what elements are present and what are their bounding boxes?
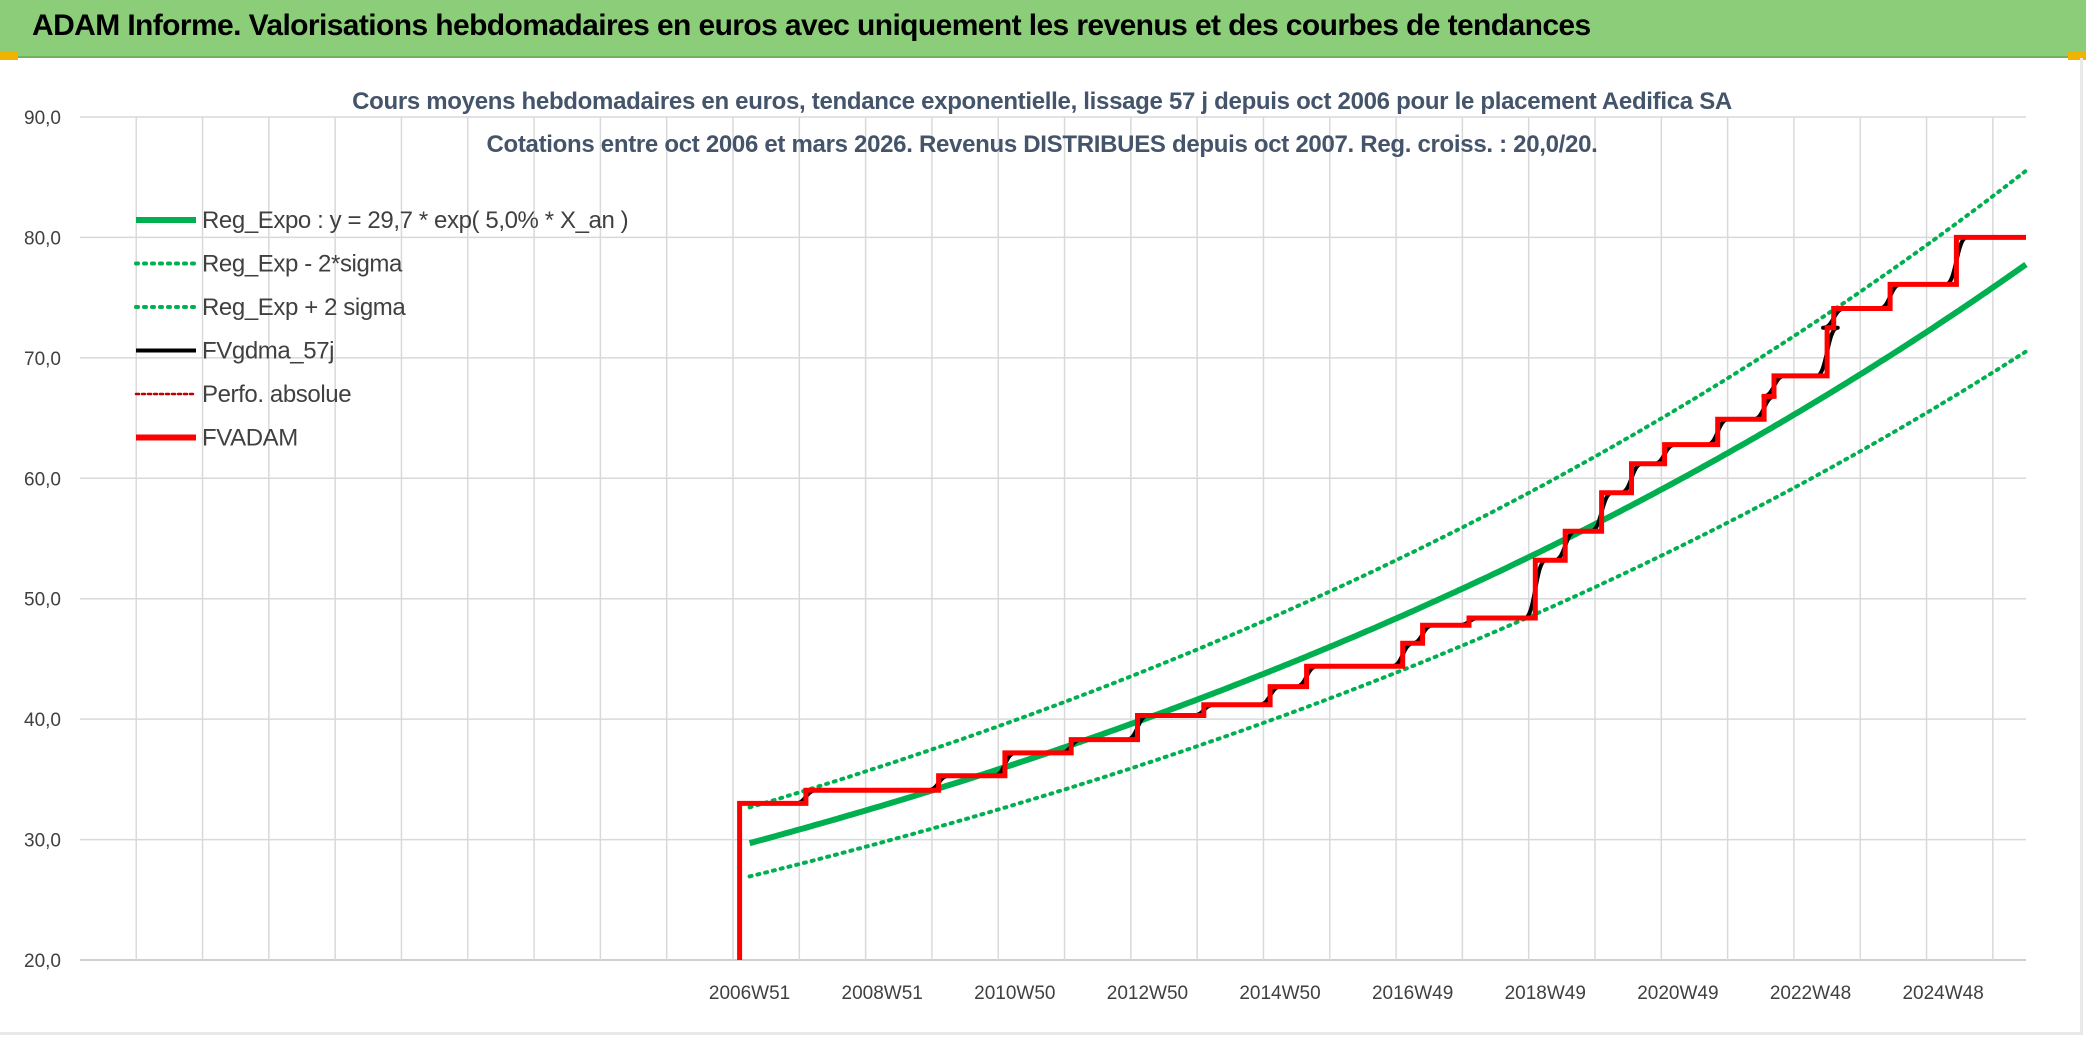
chart-frame bbox=[0, 58, 2083, 1035]
y-tick-label: 40,0 bbox=[24, 710, 61, 731]
y-tick-label: 80,0 bbox=[24, 228, 61, 249]
corner-marker-left bbox=[0, 52, 18, 60]
legend-label-5: FVADAM bbox=[202, 425, 298, 452]
chart-series bbox=[737, 168, 2028, 960]
y-tick-label: 90,0 bbox=[24, 108, 61, 129]
x-tick-label: 2022W48 bbox=[1770, 983, 1851, 1004]
report-banner: ADAM Informe. Valorisations hebdomadaire… bbox=[0, 0, 2086, 58]
legend-label-1: Reg_Exp - 2*sigma bbox=[202, 251, 403, 278]
chart-title-line-2: Cotations entre oct 2006 et mars 2026. R… bbox=[486, 131, 1597, 158]
x-tick-label: 2014W50 bbox=[1239, 983, 1320, 1004]
axis-ticks: 20,0 30,0 40,0 50,0 60,0 70,0 80,0 90,0 2006W51 2… bbox=[24, 108, 1984, 1004]
chart-grid bbox=[80, 116, 2026, 961]
chart-legend: Reg_Expo : y = 29,7 * exp( 5,0% * X_an )… bbox=[134, 207, 629, 452]
report-title: ADAM Informe. Valorisations hebdomadaire… bbox=[32, 9, 1591, 42]
x-tick-label: 2016W49 bbox=[1372, 983, 1453, 1004]
x-tick-label: 2008W51 bbox=[842, 983, 923, 1004]
reg-exp-plus-2sigma-line bbox=[747, 168, 2028, 810]
chart-title-line-1: Cours moyens hebdomadaires en euros, ten… bbox=[352, 88, 1732, 115]
fvadam-line bbox=[737, 234, 2026, 960]
legend-label-0: Reg_Expo : y = 29,7 * exp( 5,0% * X_an ) bbox=[202, 207, 628, 234]
legend-label-2: Reg_Exp + 2 sigma bbox=[202, 294, 406, 321]
x-tick-label: 2010W50 bbox=[974, 983, 1055, 1004]
x-tick-label: 2006W51 bbox=[709, 983, 790, 1004]
y-tick-label: 60,0 bbox=[24, 469, 61, 490]
y-tick-label: 50,0 bbox=[24, 590, 61, 611]
x-tick-label: 2020W49 bbox=[1637, 983, 1718, 1004]
reg-exp-minus-2sigma-line bbox=[747, 349, 2028, 879]
y-tick-label: 20,0 bbox=[24, 951, 61, 972]
x-tick-label: 2018W49 bbox=[1505, 983, 1586, 1004]
y-tick-label: 70,0 bbox=[24, 349, 61, 370]
reg-expo-line bbox=[748, 261, 2028, 847]
x-tick-label: 2012W50 bbox=[1107, 983, 1188, 1004]
legend-label-3: FVgdma_57j bbox=[202, 338, 334, 365]
x-tick-label: 2024W48 bbox=[1902, 983, 1983, 1004]
corner-marker-right bbox=[2068, 52, 2086, 60]
y-tick-label: 30,0 bbox=[24, 831, 61, 852]
legend-label-4: Perfo. absolue bbox=[202, 381, 351, 408]
